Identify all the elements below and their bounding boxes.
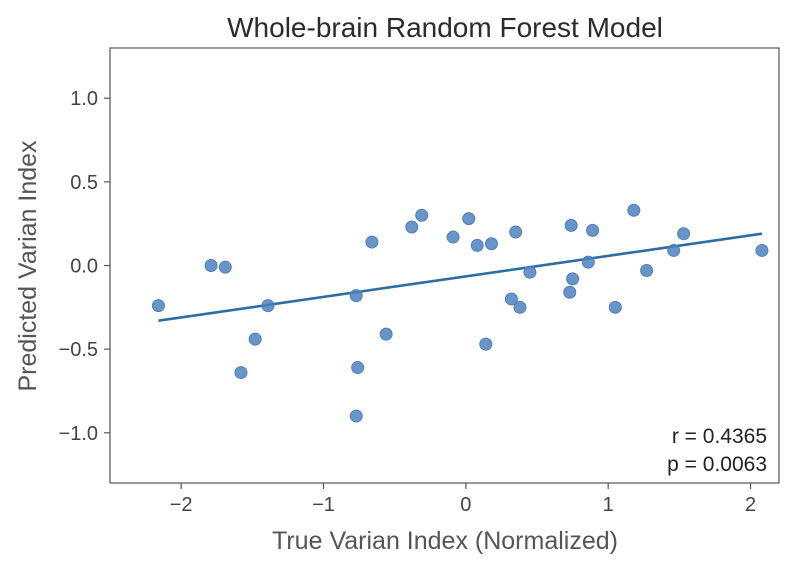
data-point xyxy=(509,225,523,239)
correlation-annotation: r = 0.4365 xyxy=(672,425,767,448)
data-point xyxy=(349,289,363,303)
data-point xyxy=(351,361,365,375)
data-point xyxy=(234,366,248,380)
data-point xyxy=(218,260,232,274)
x-tick-label: 0 xyxy=(460,494,471,516)
data-point xyxy=(151,299,165,313)
data-point xyxy=(504,292,518,306)
data-point xyxy=(667,243,681,257)
data-point xyxy=(415,208,429,222)
data-point xyxy=(564,218,578,232)
y-tick-label: −0.5 xyxy=(59,339,98,361)
data-point xyxy=(608,300,622,314)
data-point xyxy=(379,327,393,341)
data-point xyxy=(586,223,600,237)
y-tick-label: −1.0 xyxy=(59,423,98,445)
data-point xyxy=(462,212,476,226)
x-tick-label: −2 xyxy=(170,494,193,516)
regression-line xyxy=(158,232,763,322)
y-axis-ticks: 1.0 0.5 0.0 −0.5 −1.0 xyxy=(59,88,110,445)
data-point xyxy=(523,265,537,279)
data-point xyxy=(479,337,493,351)
chart-title: Whole-brain Random Forest Model xyxy=(227,12,663,43)
data-point xyxy=(349,409,363,423)
data-point xyxy=(640,264,654,278)
data-points xyxy=(151,203,769,423)
x-tick-label: −1 xyxy=(312,494,335,516)
data-point xyxy=(677,227,691,241)
y-tick-label: 0.5 xyxy=(70,172,98,194)
data-point xyxy=(581,255,595,269)
data-point xyxy=(484,237,498,251)
y-tick-label: 1.0 xyxy=(70,88,98,110)
data-point xyxy=(513,300,527,314)
x-axis-ticks: −2 −1 0 1 2 xyxy=(170,483,756,516)
regression-line-layer xyxy=(158,232,763,322)
data-point xyxy=(755,243,769,257)
x-tick-label: 1 xyxy=(603,494,614,516)
data-point xyxy=(204,259,218,272)
data-point xyxy=(405,220,419,234)
y-tick-label: 0.0 xyxy=(70,256,98,278)
data-point xyxy=(446,230,460,244)
data-point xyxy=(470,238,484,252)
x-tick-label: 2 xyxy=(745,494,756,516)
p-value-annotation: p = 0.0063 xyxy=(667,453,767,476)
data-point xyxy=(563,285,577,299)
y-axis-label: Predicted Varian Index xyxy=(14,140,42,392)
data-point xyxy=(365,235,379,249)
data-point xyxy=(627,203,641,217)
data-point xyxy=(248,332,262,346)
data-point xyxy=(261,299,275,313)
x-axis-label: True Varian Index (Normalized) xyxy=(272,527,618,555)
data-point xyxy=(566,272,580,286)
